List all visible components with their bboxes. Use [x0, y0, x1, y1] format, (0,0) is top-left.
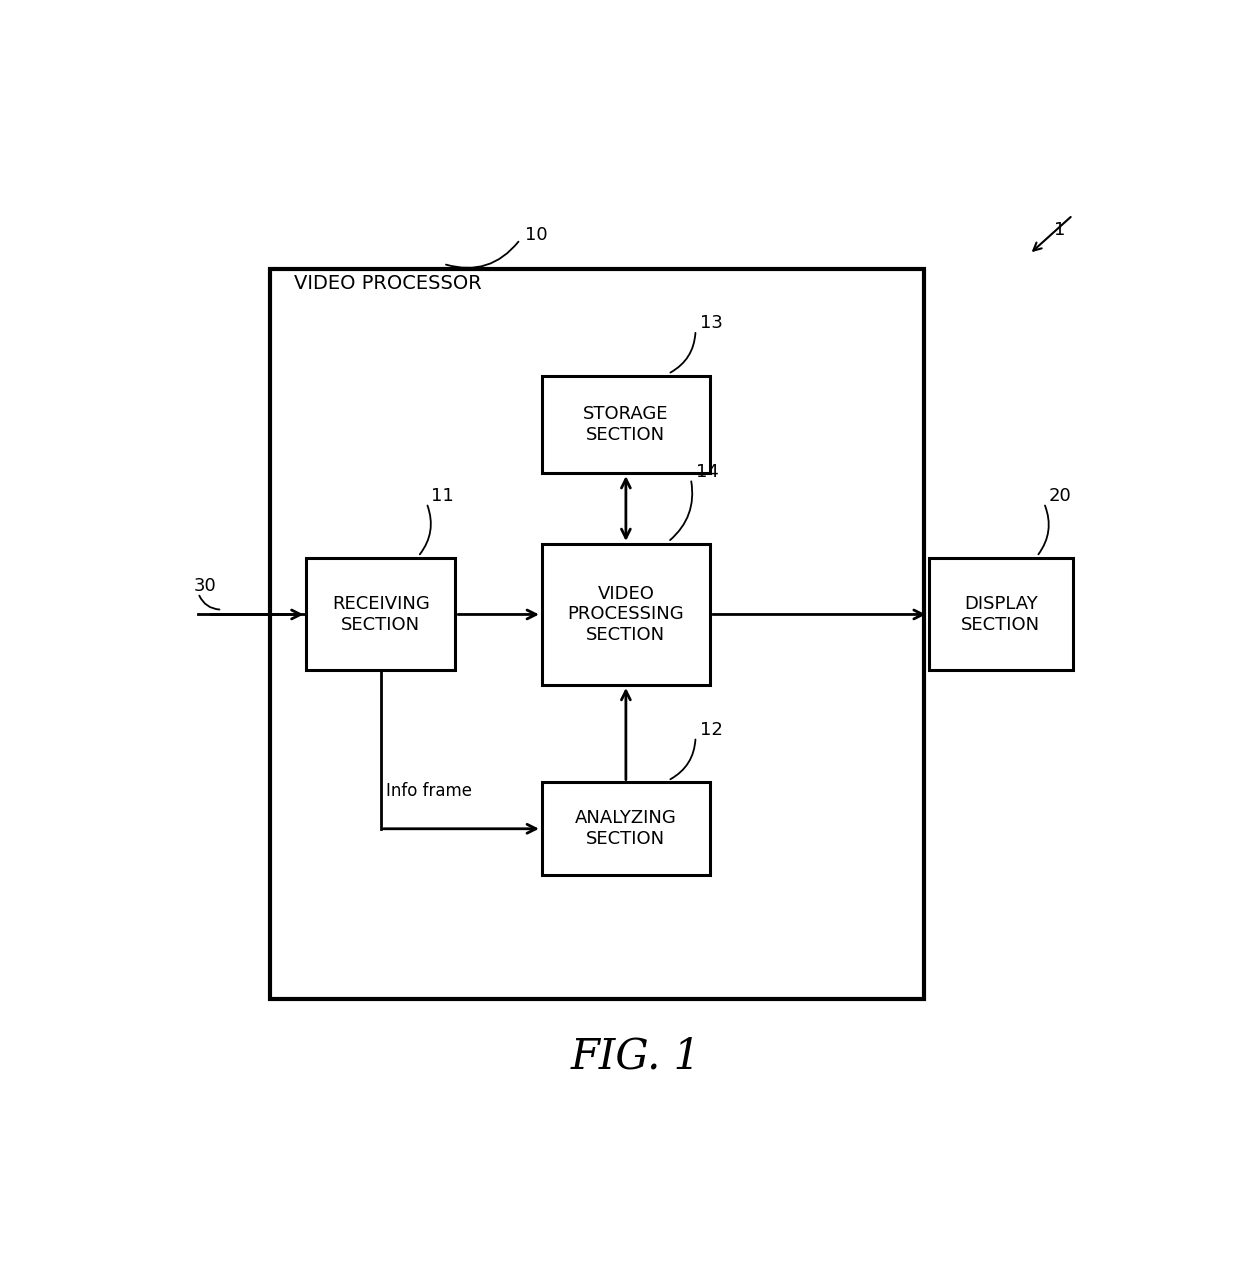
Text: 13: 13	[701, 314, 723, 331]
Bar	[542, 783, 711, 875]
Bar	[929, 558, 1073, 670]
Bar	[542, 544, 711, 686]
Text: 10: 10	[525, 226, 548, 244]
Text: VIDEO
PROCESSING
SECTION: VIDEO PROCESSING SECTION	[568, 584, 684, 644]
Bar	[306, 558, 455, 670]
Text: 11: 11	[432, 487, 454, 505]
Text: 20: 20	[1049, 487, 1071, 505]
Text: VIDEO PROCESSOR: VIDEO PROCESSOR	[294, 275, 482, 293]
Text: RECEIVING
SECTION: RECEIVING SECTION	[332, 595, 430, 634]
Bar	[270, 268, 924, 999]
Text: 12: 12	[701, 721, 723, 739]
Text: DISPLAY
SECTION: DISPLAY SECTION	[961, 595, 1040, 634]
Text: 14: 14	[696, 463, 718, 481]
Text: ANALYZING
SECTION: ANALYZING SECTION	[575, 810, 677, 848]
Text: 1: 1	[1054, 221, 1065, 239]
Text: 30: 30	[193, 577, 216, 595]
Text: Info frame: Info frame	[386, 782, 471, 799]
Bar	[542, 376, 711, 473]
Text: FIG. 1: FIG. 1	[570, 1035, 701, 1078]
Text: STORAGE
SECTION: STORAGE SECTION	[583, 405, 668, 444]
